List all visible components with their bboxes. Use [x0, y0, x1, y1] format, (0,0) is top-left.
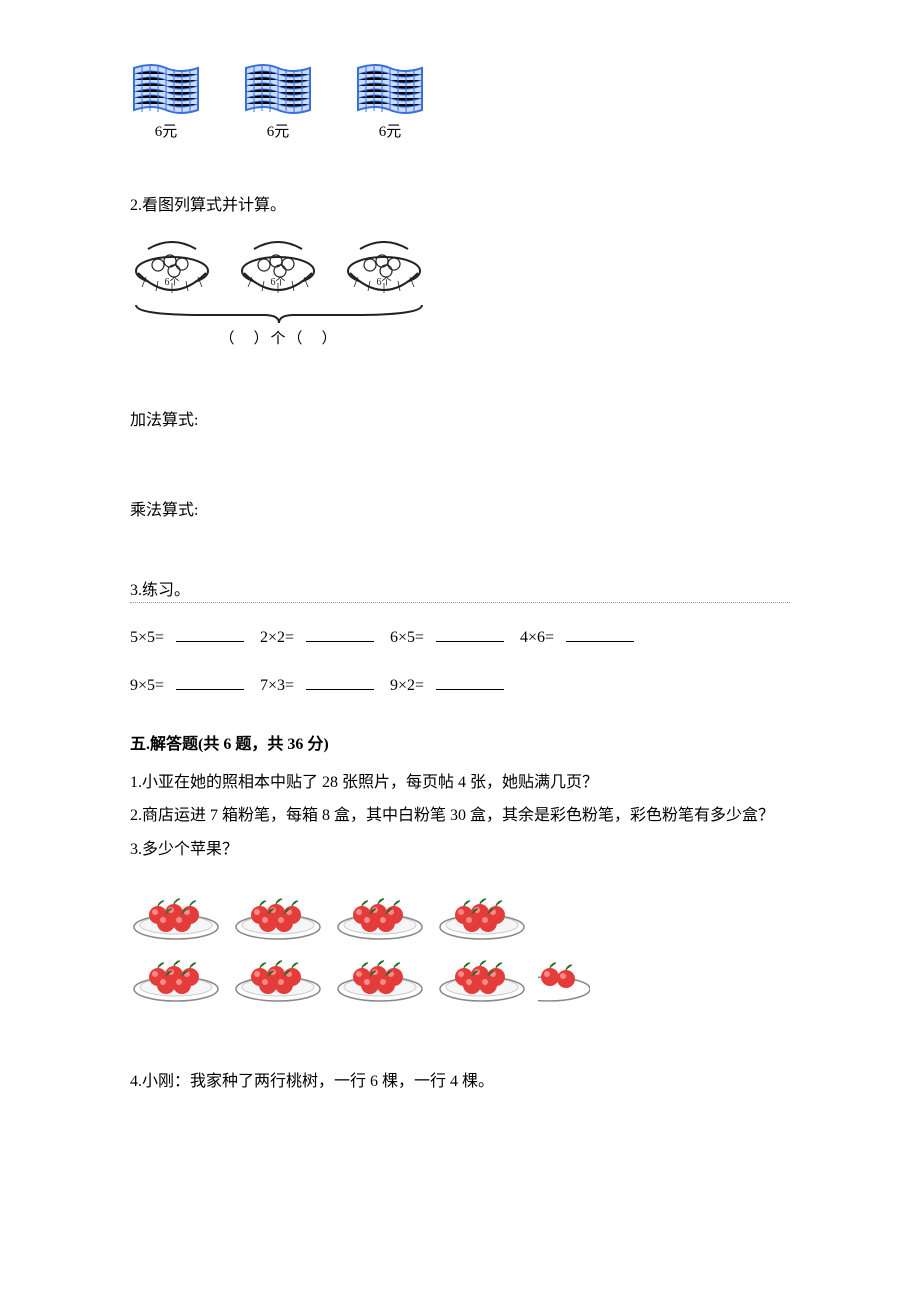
apple-plate-icon [334, 885, 426, 941]
apples-row [130, 947, 790, 1003]
basket-icon: 6个 [130, 241, 214, 301]
eq: 9×2= [390, 671, 436, 701]
towel-icon [354, 60, 426, 118]
towels-row: 6元 6元 [130, 60, 790, 141]
eq: 2×2= [260, 623, 306, 653]
towel-price-label: 6元 [379, 120, 402, 141]
answer-blank[interactable] [436, 625, 504, 642]
apple-plate-icon [334, 947, 426, 1003]
apples-figure [130, 885, 790, 1003]
apples-row [130, 885, 790, 941]
towel-item: 6元 [130, 60, 202, 141]
towel-item: 6元 [354, 60, 426, 141]
word-problem-4: 4.小刚：我家种了两行桃树，一行 6 棵，一行 4 棵。 [130, 1067, 790, 1097]
apple-plate-icon [232, 947, 324, 1003]
baskets-row: 6个 6个 [130, 241, 426, 301]
towel-icon [130, 60, 202, 118]
q2-title: 2.看图列算式并计算。 [130, 191, 790, 215]
word-problem-2: 2.商店运进 7 箱粉笔，每箱 8 盒，其中白粉笔 30 盒，其余是彩色粉笔，彩… [130, 801, 790, 831]
brace-count-text: （ ）个（ ） [219, 327, 338, 348]
towel-price-label: 6元 [155, 120, 178, 141]
apple-plate-icon [436, 947, 528, 1003]
eq: 7×3= [260, 671, 306, 701]
towel-item: 6元 [242, 60, 314, 141]
answer-blank[interactable] [306, 625, 374, 642]
word-problem-1: 1.小亚在她的照相本中贴了 28 张照片，每页帖 4 张，她贴满几页？ [130, 768, 790, 798]
answer-blank[interactable] [436, 673, 504, 690]
section5-title: 五.解答题(共 6 题，共 36 分) [130, 730, 790, 754]
q3-title: 3.练习。 [130, 576, 790, 603]
answer-blank[interactable] [306, 673, 374, 690]
word-problem-3: 3.多少个苹果？ [130, 835, 790, 865]
multiplication-formula-label: 乘法算式: [130, 496, 790, 520]
basket-icon: 6个 [342, 241, 426, 301]
practice-row-2: 9×5= 7×3= 9×2= [130, 671, 790, 701]
worksheet-page: 6元 6元 [0, 0, 920, 1160]
apple-plate-icon [130, 947, 222, 1003]
towel-price-label: 6元 [267, 120, 290, 141]
answer-blank[interactable] [176, 673, 244, 690]
apple-plate-icon [130, 885, 222, 941]
apple-plate-partial-icon [538, 947, 590, 1003]
basket-icon: 6个 [236, 241, 320, 301]
addition-formula-label: 加法算式: [130, 406, 790, 430]
apple-plate-icon [436, 885, 528, 941]
baskets-figure: 6个 6个 [130, 241, 790, 348]
brace-row: （ ）个（ ） [130, 301, 428, 348]
towel-icon [242, 60, 314, 118]
answer-blank[interactable] [566, 625, 634, 642]
apple-plate-icon [232, 885, 324, 941]
eq: 4×6= [520, 623, 566, 653]
eq: 5×5= [130, 623, 176, 653]
practice-row-1: 5×5= 2×2= 6×5= 4×6= [130, 623, 790, 653]
eq: 6×5= [390, 623, 436, 653]
brace-icon [130, 301, 428, 327]
answer-blank[interactable] [176, 625, 244, 642]
eq: 9×5= [130, 671, 176, 701]
